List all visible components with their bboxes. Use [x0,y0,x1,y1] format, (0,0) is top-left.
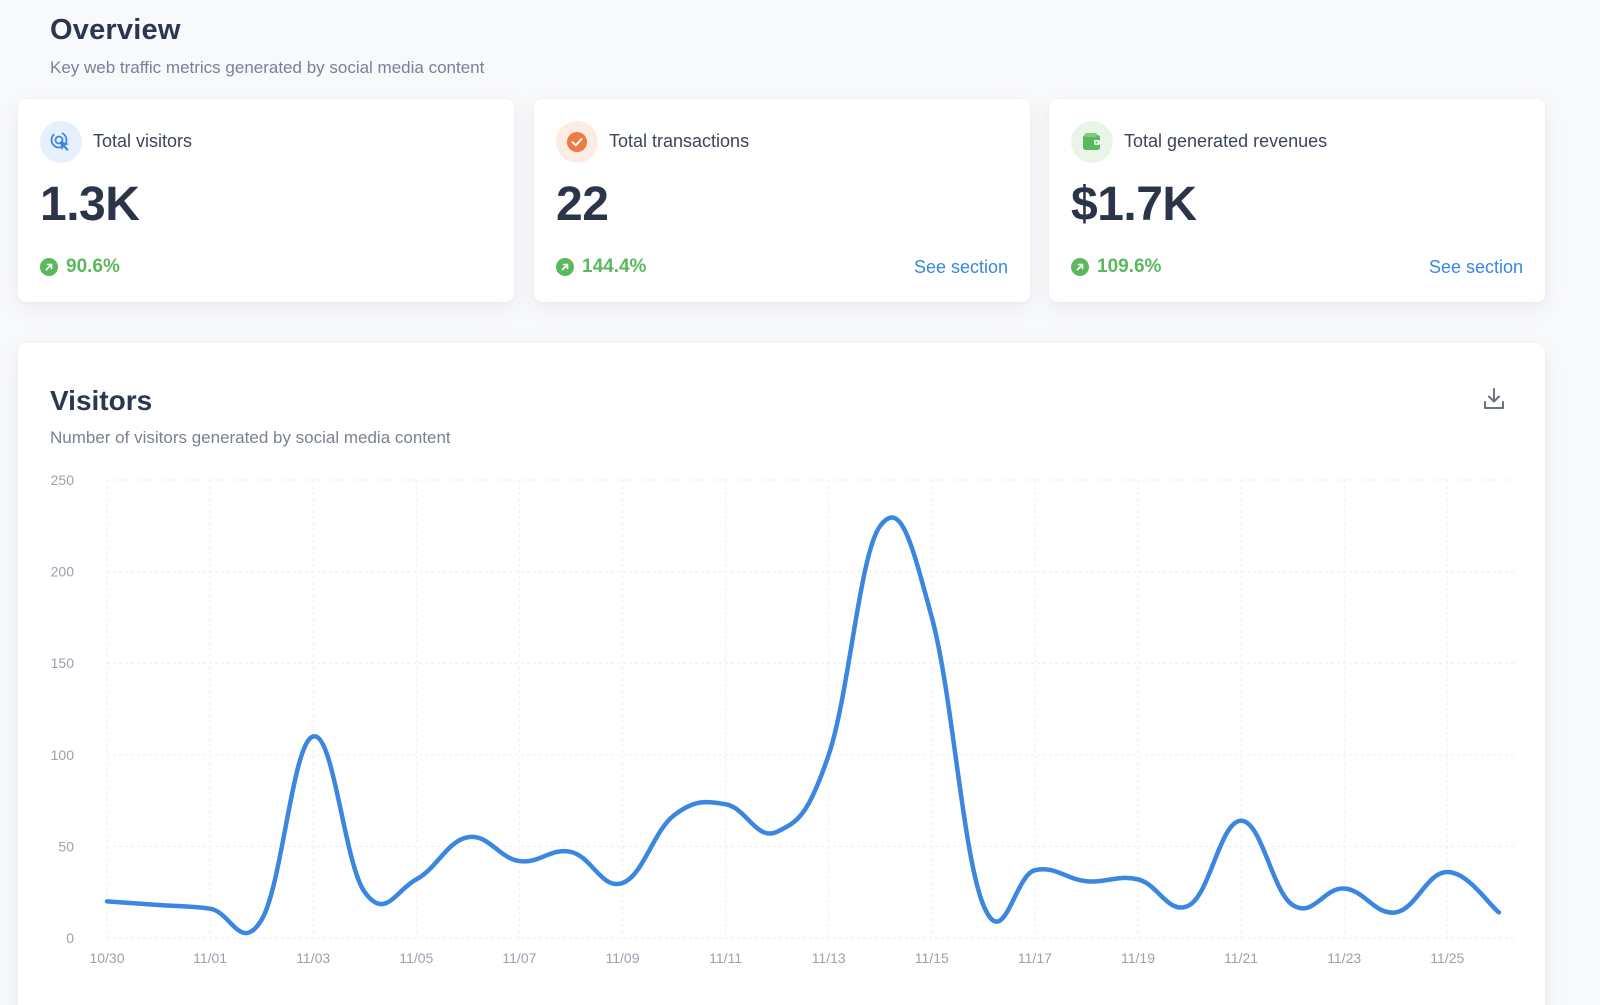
card-label: Total generated revenues [1124,131,1328,151]
visitors-series-line [104,515,1502,936]
card-value: $1.7K [1071,178,1197,231]
transactions-card: Total transactions 22 144.4% See section [534,99,1030,302]
card-label: Total transactions [609,131,750,151]
download-button[interactable] [1481,385,1507,413]
card-label: Total visitors [93,131,193,151]
x-tick-label: 11/03 [296,950,330,966]
download-icon [1484,388,1504,409]
revenues-card: Total generated revenues $1.7K 109.6% Se… [1049,99,1545,302]
x-tick-label: 11/09 [606,950,640,966]
card-value: 22 [556,178,609,231]
y-tick-label: 250 [51,472,75,488]
x-tick-label: 11/13 [812,950,846,966]
x-tick-label: 11/17 [1018,950,1052,966]
delta-value: 144.4% [582,256,647,277]
x-tick-label: 11/01 [193,950,227,966]
check-circle-icon [556,121,598,163]
card-value: 1.3K [40,178,140,231]
arrow-up-right-icon [40,258,58,276]
arrow-up-right-icon [556,258,574,276]
see-section-link[interactable]: See section [1428,257,1523,277]
y-tick-label: 0 [66,930,74,946]
chart-title: Visitors [50,385,153,416]
x-tick-label: 10/30 [89,950,124,966]
x-tick-label: 11/07 [502,950,536,966]
y-tick-label: 150 [51,655,75,671]
x-tick-label: 11/15 [915,950,949,966]
arrow-up-right-icon [1071,258,1089,276]
delta-value: 90.6% [66,256,120,277]
page-subtitle: Key web traffic metrics generated by soc… [50,58,485,77]
x-tick-label: 11/05 [399,950,433,966]
x-tick-label: 11/21 [1224,950,1258,966]
delta-badge: 90.6% [40,256,120,278]
visitors-chart-panel: Visitors Number of visitors generated by… [18,343,1545,1005]
see-section-link[interactable]: See section [913,257,1008,277]
x-tick-label: 11/19 [1121,950,1155,966]
y-tick-label: 100 [51,747,75,763]
chart-subtitle: Number of visitors generated by social m… [50,428,451,447]
y-tick-label: 200 [51,564,75,580]
x-tick-label: 11/25 [1430,950,1464,966]
cursor-click-icon [40,121,82,163]
x-tick-label: 11/11 [709,950,742,966]
page-title: Overview [50,14,181,46]
delta-badge: 109.6% [1071,256,1161,278]
x-tick-label: 11/23 [1327,950,1361,966]
visitors-line-chart: 0 50 100 150 200 250 10/30 11/01 11/03 11/05 11/07… [51,472,1514,966]
wallet-icon [1071,121,1113,163]
delta-value: 109.6% [1097,256,1162,277]
visitors-card: Total visitors 1.3K 90.6% [18,99,514,302]
y-tick-label: 50 [58,838,74,854]
delta-badge: 144.4% [556,256,646,278]
